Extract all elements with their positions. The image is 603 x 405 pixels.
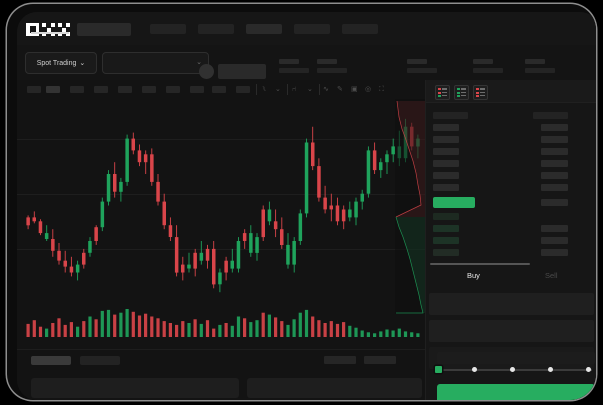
ask-row-price[interactable] bbox=[433, 160, 459, 167]
orderbook-bids-icon[interactable] bbox=[454, 85, 469, 100]
ask-row-price[interactable] bbox=[433, 148, 459, 155]
chevron-down-icon[interactable]: ⌄ bbox=[307, 86, 313, 93]
indicator-icon[interactable]: ⑁ bbox=[292, 86, 297, 93]
timeframe-9[interactable] bbox=[212, 86, 226, 93]
tab-buy[interactable]: Buy bbox=[467, 271, 480, 280]
app-screen: Spot Trading ⌄ ⌄ bbox=[17, 12, 596, 400]
toolbar-divider bbox=[256, 84, 257, 95]
timeframe-5[interactable] bbox=[118, 86, 132, 93]
ask-row-amount bbox=[541, 136, 568, 143]
ticker-stat-4 bbox=[473, 59, 503, 73]
timeframe-7[interactable] bbox=[166, 86, 180, 93]
ticker-bar: Spot Trading ⌄ ⌄ bbox=[17, 45, 596, 81]
line-chart-icon[interactable]: ∿ bbox=[323, 86, 329, 93]
ask-row-amount bbox=[541, 160, 568, 167]
amount-slider-step-3[interactable] bbox=[510, 367, 515, 372]
bid-row-amount bbox=[541, 225, 568, 232]
orderbook-asks-icon[interactable] bbox=[473, 85, 488, 100]
order-form-tabs: Buy Sell bbox=[425, 268, 596, 288]
volume-series bbox=[26, 309, 420, 337]
ask-row-price[interactable] bbox=[433, 184, 459, 191]
ask-row-price[interactable] bbox=[433, 172, 459, 179]
fullscreen-icon[interactable]: ⛶ bbox=[379, 86, 384, 93]
ticker-stat-3 bbox=[407, 59, 437, 73]
ask-row-amount bbox=[541, 124, 568, 131]
submit-order-button[interactable] bbox=[437, 384, 595, 400]
chevron-down-icon[interactable]: ⌄ bbox=[275, 86, 281, 93]
bottom-placeholder-1 bbox=[31, 378, 239, 398]
order-book-last-price bbox=[433, 197, 475, 208]
order-field-amount[interactable] bbox=[429, 320, 594, 342]
order-book-header-amount bbox=[533, 112, 568, 119]
pair-name-placeholder bbox=[218, 64, 266, 79]
order-book-panel bbox=[425, 80, 596, 400]
device-bezel: Spot Trading ⌄ ⌄ bbox=[7, 4, 596, 400]
chevron-down-icon: ⌄ bbox=[79, 60, 86, 67]
order-book-view-toggles bbox=[426, 80, 596, 103]
bottom-action-1[interactable] bbox=[324, 356, 356, 364]
coin-avatar bbox=[199, 64, 214, 79]
bid-row-price[interactable] bbox=[433, 249, 459, 256]
magnet-icon[interactable]: ✎ bbox=[337, 86, 343, 93]
bottom-placeholder-2 bbox=[247, 378, 422, 398]
bid-row-price[interactable] bbox=[433, 237, 459, 244]
ticker-stat-1 bbox=[279, 59, 309, 73]
price-chart[interactable] bbox=[17, 99, 425, 349]
ticker-stat-2 bbox=[317, 59, 347, 73]
nav-item-2[interactable] bbox=[198, 24, 234, 34]
bottom-tab-1[interactable] bbox=[31, 356, 71, 365]
amount-slider-step-2[interactable] bbox=[472, 367, 477, 372]
amount-slider-step-5[interactable] bbox=[586, 367, 591, 372]
ask-row-amount bbox=[541, 172, 568, 179]
bid-row-price[interactable] bbox=[433, 213, 459, 220]
nav-item-4[interactable] bbox=[294, 24, 330, 34]
okx-logo-icon[interactable] bbox=[26, 23, 70, 36]
candlestick-icon[interactable]: ⑊ bbox=[262, 86, 267, 93]
order-book-scrollbar[interactable] bbox=[430, 263, 530, 265]
timeframe-1[interactable] bbox=[27, 86, 41, 93]
timeframe-8[interactable] bbox=[190, 86, 204, 93]
chevron-down-icon: ⌄ bbox=[196, 59, 202, 66]
order-form-info-row bbox=[437, 352, 595, 364]
brand-tagline-placeholder bbox=[77, 23, 131, 36]
ask-row-price[interactable] bbox=[433, 124, 459, 131]
timeframe-3[interactable] bbox=[70, 86, 84, 93]
order-book-header-price bbox=[433, 112, 468, 119]
order-book-last-amount bbox=[541, 199, 568, 206]
bottom-panel bbox=[17, 349, 425, 400]
market-type-label: Spot Trading bbox=[36, 59, 77, 67]
tab-sell[interactable]: Sell bbox=[545, 271, 558, 280]
bid-row-amount bbox=[541, 237, 568, 244]
nav-item-3[interactable] bbox=[246, 24, 282, 34]
order-field-price[interactable] bbox=[429, 293, 594, 315]
nav-item-1[interactable] bbox=[150, 24, 186, 34]
bottom-tab-active-underline bbox=[31, 32, 69, 34]
market-type-selector[interactable]: Spot Trading ⌄ bbox=[25, 52, 97, 74]
bid-row-price[interactable] bbox=[433, 225, 459, 232]
ask-row-amount bbox=[541, 184, 568, 191]
orderbook-both-icon[interactable] bbox=[435, 85, 450, 100]
trading-pair-select[interactable]: ⌄ bbox=[102, 52, 209, 74]
timeframe-10[interactable] bbox=[236, 86, 250, 93]
ask-row-amount bbox=[541, 148, 568, 155]
bottom-tab-2[interactable] bbox=[80, 356, 120, 365]
amount-slider-step-1[interactable] bbox=[435, 366, 442, 373]
timeframe-2[interactable] bbox=[46, 86, 60, 93]
top-navigation-bar bbox=[17, 12, 596, 45]
camera-icon[interactable]: ▣ bbox=[351, 86, 358, 93]
depth-overlay bbox=[395, 99, 425, 314]
amount-slider-step-4[interactable] bbox=[548, 367, 553, 372]
settings-icon[interactable]: ◎ bbox=[365, 86, 372, 93]
timeframe-6[interactable] bbox=[142, 86, 156, 93]
candlestick-series bbox=[26, 118, 420, 293]
bid-row-amount bbox=[541, 249, 568, 256]
toolbar-divider bbox=[319, 84, 320, 95]
bottom-action-2[interactable] bbox=[364, 356, 396, 364]
toolbar-divider bbox=[287, 84, 288, 95]
nav-item-5[interactable] bbox=[342, 24, 378, 34]
ticker-stat-5 bbox=[525, 59, 555, 73]
ask-row-price[interactable] bbox=[433, 136, 459, 143]
timeframe-4[interactable] bbox=[94, 86, 108, 93]
